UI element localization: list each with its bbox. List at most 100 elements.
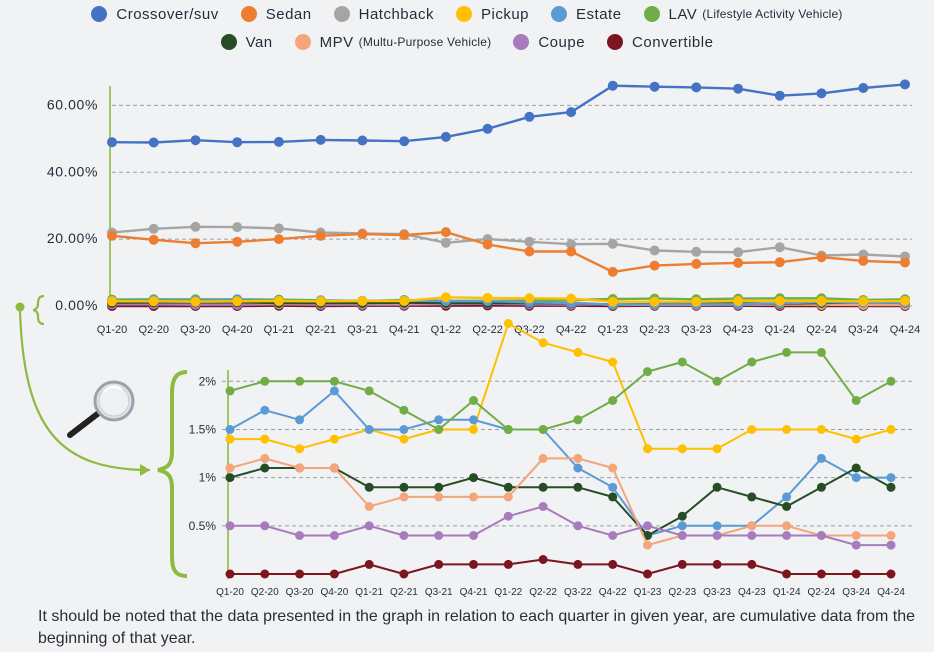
data-point: [900, 257, 910, 268]
data-point: [747, 492, 757, 502]
data-point: [691, 246, 702, 257]
data-point: [329, 569, 339, 579]
chart-legend: Crossover/suv Sedan Hatchback Pickup Estate L…: [0, 0, 934, 58]
data-point: [608, 531, 618, 540]
data-point: [329, 463, 339, 473]
data-point: [816, 453, 826, 463]
data-point: [482, 123, 493, 134]
data-point: [851, 540, 861, 550]
x-tick-label: Q2-21: [305, 324, 336, 336]
magnifier-handle: [67, 409, 103, 438]
data-point: [399, 434, 409, 444]
data-point: [434, 425, 444, 434]
x-tick-label: Q1-24: [773, 587, 801, 598]
data-point: [858, 255, 869, 266]
data-point: [816, 482, 826, 492]
y-tick-label: 1%: [199, 471, 217, 485]
legend-label: Sedan: [265, 5, 312, 23]
data-point: [816, 347, 826, 357]
x-tick-label: Q4-23: [723, 324, 754, 336]
data-point: [712, 559, 722, 569]
legend-swatch: [455, 6, 472, 22]
data-point: [295, 531, 305, 540]
data-point: [712, 444, 722, 454]
series-line: [111, 230, 906, 274]
data-point: [566, 293, 577, 304]
data-point: [733, 257, 744, 268]
data-point: [733, 83, 744, 94]
x-tick-label: Q3-23: [681, 324, 712, 336]
x-tick-label: Q4-22: [556, 324, 587, 336]
data-point: [677, 357, 687, 367]
data-point: [774, 90, 785, 101]
data-point: [357, 296, 368, 306]
data-point: [538, 425, 548, 434]
data-point: [399, 405, 409, 415]
data-point: [643, 367, 652, 377]
y-tick-label: 60.00%: [47, 96, 98, 112]
legend-item-hatchback: Hatchback: [333, 6, 434, 23]
data-point: [225, 569, 235, 579]
series-line: [229, 389, 891, 537]
series-line: [229, 351, 892, 431]
data-point: [503, 559, 513, 569]
x-tick-label: Q4-21: [460, 587, 488, 598]
x-tick-label: Q1-20: [97, 324, 128, 336]
series-line: [111, 225, 906, 258]
data-point: [643, 444, 652, 454]
x-tick-label: Q1-23: [634, 587, 662, 598]
data-point: [295, 463, 305, 473]
data-point: [608, 396, 618, 405]
data-point: [886, 531, 896, 540]
data-point: [399, 569, 409, 579]
legend-label: Convertible: [632, 33, 714, 51]
data-point: [232, 236, 243, 247]
x-tick-label: Q4-20: [320, 587, 348, 598]
data-point: [858, 296, 869, 307]
y-tick-label: 2%: [199, 374, 217, 388]
data-point: [608, 357, 618, 367]
data-point: [649, 296, 660, 307]
connector-dot: [15, 302, 25, 312]
data-point: [329, 531, 339, 540]
data-point: [399, 230, 410, 241]
series-sedan: [107, 227, 910, 277]
x-tick-label: Q2-24: [806, 324, 837, 336]
data-point: [260, 521, 270, 531]
x-tick-label: Q4-23: [738, 587, 766, 598]
data-point: [399, 425, 409, 434]
series-pickup: [225, 319, 896, 454]
data-point: [573, 482, 583, 492]
series-line: [230, 558, 891, 575]
data-point: [747, 531, 757, 540]
data-point: [524, 246, 535, 257]
data-point: [225, 386, 235, 396]
data-point: [190, 238, 201, 249]
data-point: [816, 425, 826, 434]
data-point: [190, 296, 201, 307]
data-point: [712, 482, 722, 492]
data-point: [469, 492, 478, 502]
data-point: [677, 511, 687, 521]
data-point: [148, 234, 159, 245]
data-point: [851, 396, 861, 405]
data-point: [747, 425, 757, 434]
data-point: [607, 238, 618, 249]
data-point: [573, 463, 583, 473]
data-point: [816, 88, 827, 99]
data-point: [315, 230, 326, 241]
data-point: [434, 531, 444, 540]
data-point: [364, 425, 374, 434]
x-tick-label: Q2-23: [668, 587, 696, 598]
legend-item-van: Van: [220, 34, 273, 51]
data-point: [677, 531, 687, 540]
legend-note: (Multu-Purpose Vehicle): [358, 35, 492, 49]
x-tick-label: Q3-20: [180, 324, 211, 336]
data-point: [851, 473, 861, 483]
data-point: [782, 425, 792, 434]
legend-item-crossover-suv: Crossover/suv: [91, 6, 218, 23]
data-point: [816, 296, 827, 306]
data-point: [232, 137, 243, 148]
data-point: [315, 296, 326, 307]
